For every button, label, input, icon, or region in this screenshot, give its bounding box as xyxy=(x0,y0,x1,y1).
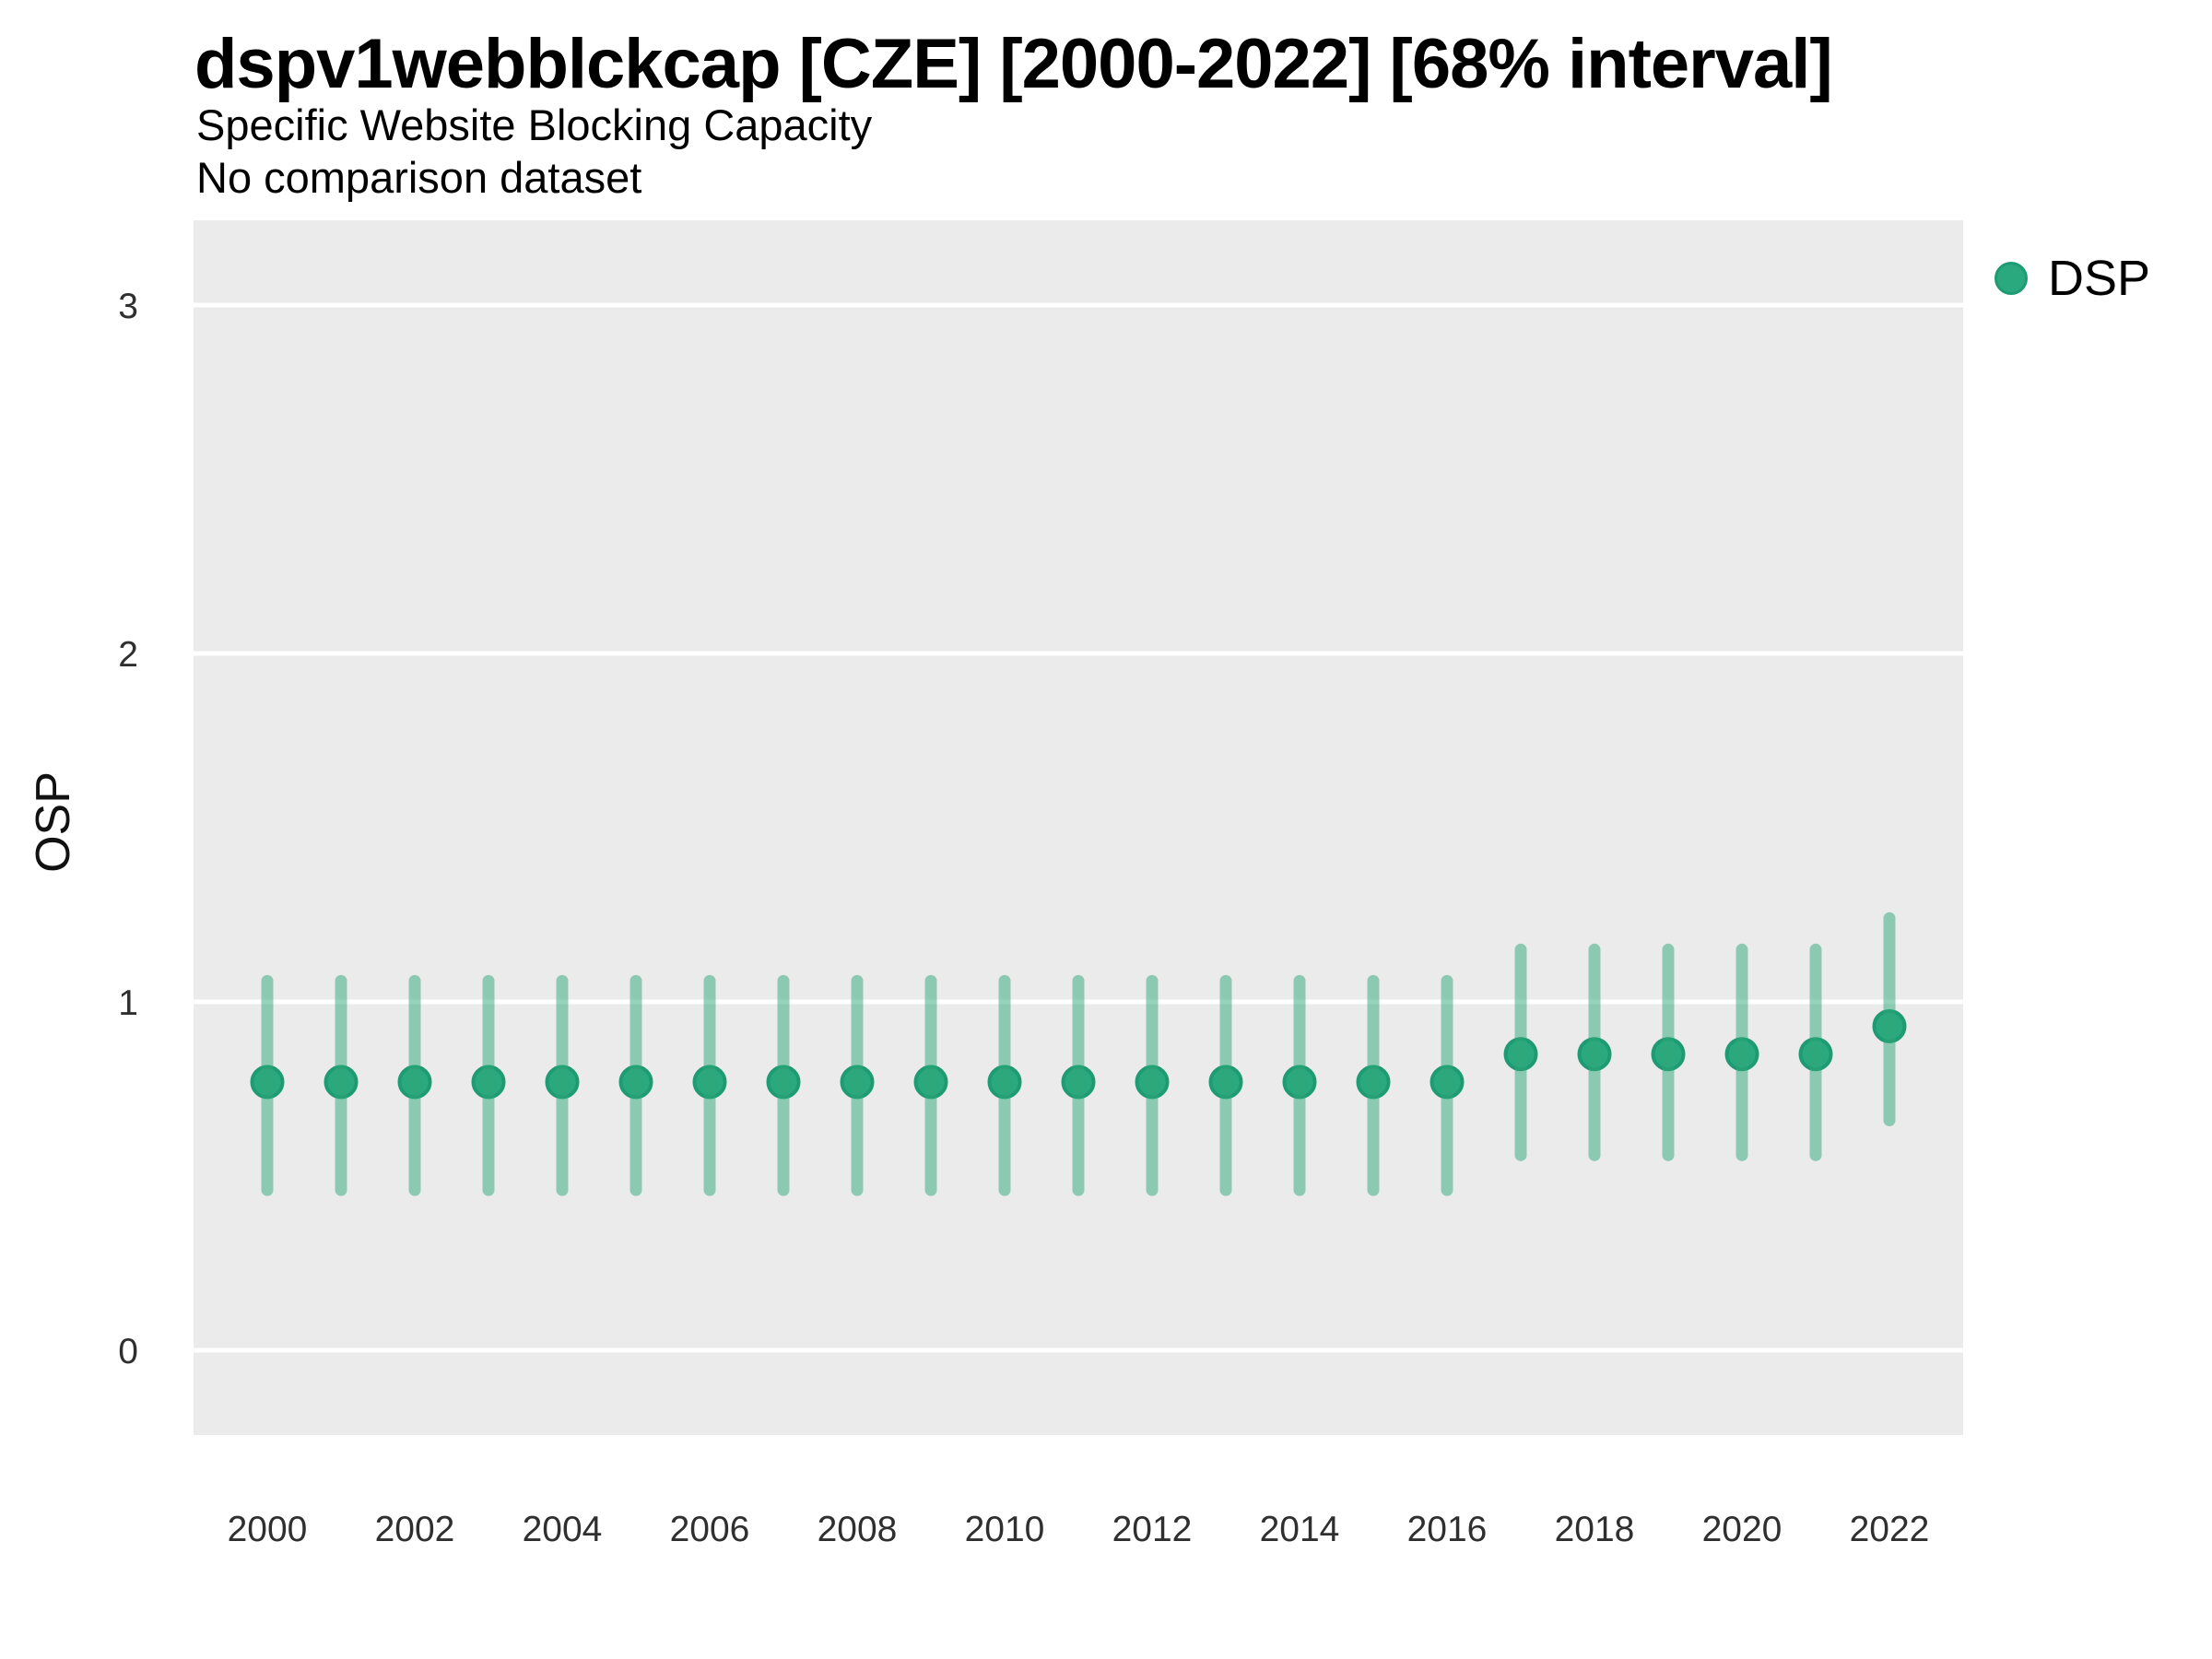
y-tick-label: 3 xyxy=(118,287,138,326)
x-tick-label: 2000 xyxy=(228,1510,308,1549)
legend-label-dsp: DSP xyxy=(2048,251,2151,306)
plot-panel xyxy=(194,220,1963,1435)
x-tick-label: 2010 xyxy=(965,1510,1045,1549)
comparison-note: No comparison dataset xyxy=(196,153,642,202)
x-tick-label: 2008 xyxy=(818,1510,898,1549)
x-tick-label: 2016 xyxy=(1407,1510,1488,1549)
y-tick-label: 2 xyxy=(118,635,138,675)
y-tick-label: 1 xyxy=(118,983,138,1023)
legend-dot-dsp-icon xyxy=(1994,262,2028,295)
x-tick-label: 2022 xyxy=(1850,1510,1930,1549)
x-tick-label: 2014 xyxy=(1260,1510,1340,1549)
x-tick-label: 2018 xyxy=(1555,1510,1635,1549)
x-tick-label: 2020 xyxy=(1702,1510,1783,1549)
x-tick-label: 2012 xyxy=(1112,1510,1193,1549)
x-tick-label: 2004 xyxy=(523,1510,603,1549)
x-tick-label: 2006 xyxy=(670,1510,750,1549)
y-tick-label: 0 xyxy=(118,1332,138,1371)
x-tick-label: 2002 xyxy=(375,1510,455,1549)
plot-subtitle: Specific Website Blocking Capacity xyxy=(196,100,873,149)
legend: DSP xyxy=(1994,250,2150,307)
plot-title: dspv1webblckcap [CZE] [2000-2022] [68% i… xyxy=(194,25,1833,103)
